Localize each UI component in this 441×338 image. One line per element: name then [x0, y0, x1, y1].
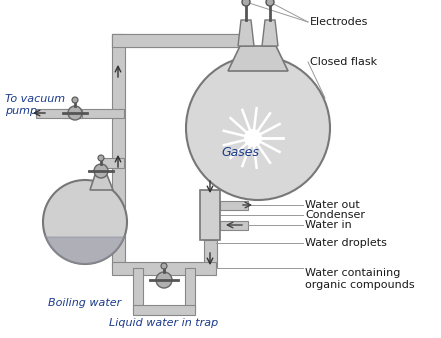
Bar: [36, 108, 82, 118]
Circle shape: [94, 164, 108, 178]
Bar: [220, 220, 248, 230]
Circle shape: [68, 106, 82, 120]
Bar: [133, 305, 195, 315]
Polygon shape: [90, 175, 113, 190]
Text: Gases: Gases: [221, 146, 259, 160]
Bar: [203, 240, 217, 268]
Circle shape: [72, 97, 78, 103]
Polygon shape: [262, 20, 278, 46]
Bar: [112, 262, 216, 274]
Text: Liquid water in trap: Liquid water in trap: [109, 318, 219, 328]
Bar: [200, 190, 220, 240]
Text: Water containing
organic compounds: Water containing organic compounds: [305, 268, 415, 290]
Bar: [112, 33, 246, 47]
Bar: [185, 268, 195, 310]
Text: Water droplets: Water droplets: [305, 238, 387, 248]
Circle shape: [43, 180, 127, 264]
Polygon shape: [228, 46, 288, 71]
Bar: [220, 200, 248, 210]
Text: Water in: Water in: [305, 220, 352, 230]
Text: Condenser: Condenser: [305, 210, 365, 220]
Circle shape: [161, 263, 167, 269]
Bar: [112, 33, 240, 47]
Circle shape: [186, 56, 330, 200]
Circle shape: [156, 272, 172, 288]
Bar: [133, 268, 143, 310]
Bar: [101, 158, 124, 168]
Text: To vacuum
pump: To vacuum pump: [5, 94, 65, 116]
Text: Electrodes: Electrodes: [310, 17, 368, 27]
Circle shape: [244, 129, 262, 147]
Polygon shape: [45, 235, 125, 264]
Text: Closed flask: Closed flask: [310, 57, 377, 67]
Text: Boiling water: Boiling water: [49, 298, 122, 308]
Bar: [62, 108, 124, 118]
Bar: [203, 190, 217, 192]
Text: Water out: Water out: [305, 200, 360, 210]
Bar: [112, 34, 124, 268]
Circle shape: [266, 0, 274, 6]
Polygon shape: [238, 20, 254, 46]
Circle shape: [98, 155, 104, 161]
Circle shape: [242, 0, 250, 6]
